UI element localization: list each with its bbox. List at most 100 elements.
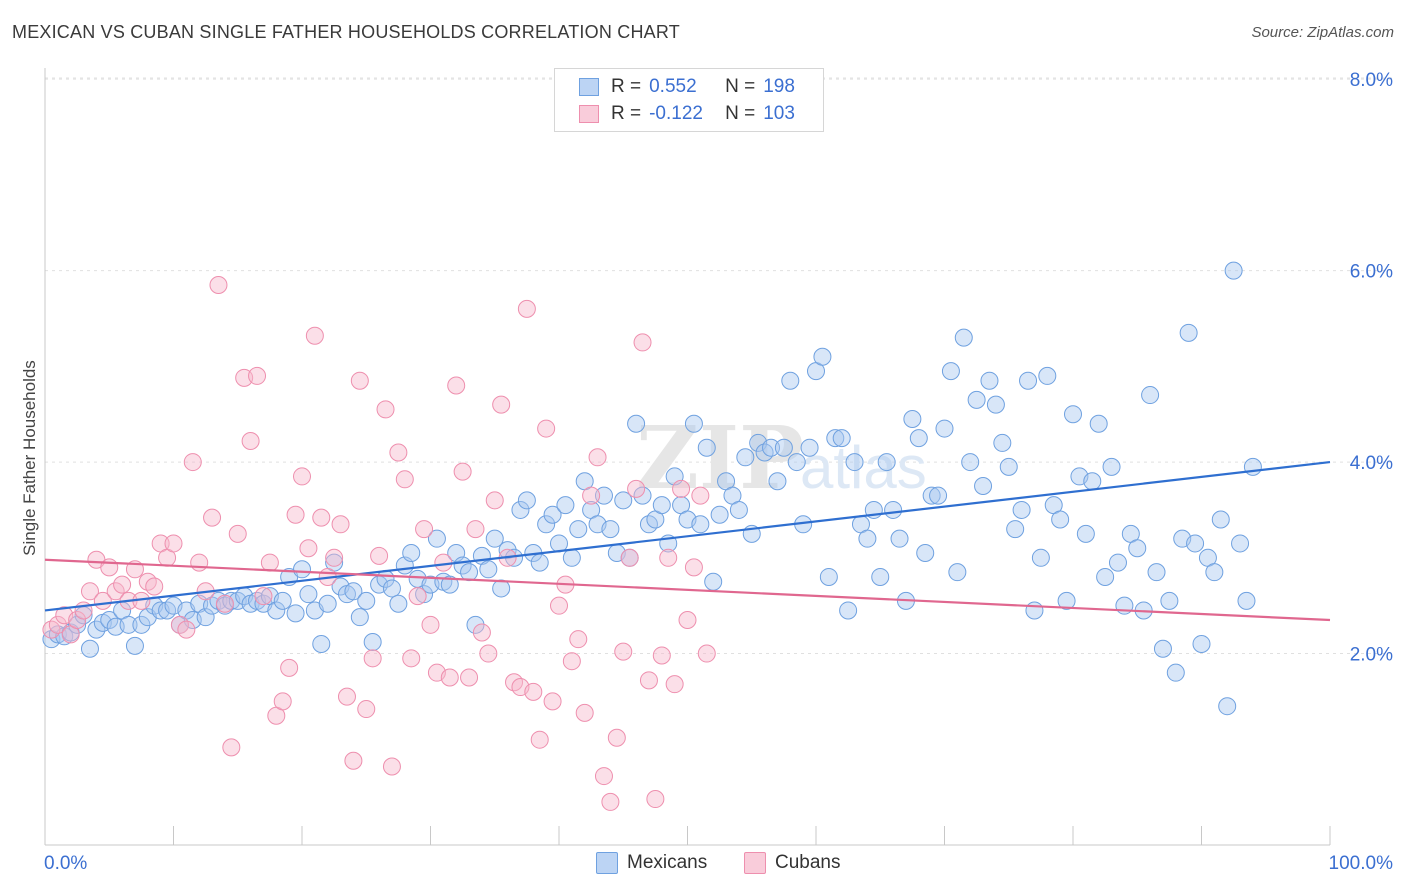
mexicans-point: [627, 414, 646, 433]
mexicans-point: [1224, 261, 1243, 280]
cubans-point: [607, 728, 626, 747]
r-value: 0.552: [649, 76, 697, 97]
mexicans-point: [1160, 591, 1179, 610]
mexicans-point: [941, 362, 960, 381]
cubans-point: [691, 486, 710, 505]
mexicans-trend-line: [44, 460, 1331, 612]
mexicans-point: [286, 604, 305, 623]
mexicans-point: [1205, 563, 1224, 582]
mexicans-point: [1231, 534, 1250, 553]
mexicans-point: [1211, 510, 1230, 529]
mexicans-point: [1025, 601, 1044, 620]
mexicans-point: [710, 505, 729, 524]
mexicans-point: [980, 371, 999, 390]
mexicans-point: [1064, 405, 1082, 424]
mexicans-point: [344, 582, 363, 601]
mexicans-point: [961, 453, 980, 472]
cubans-point: [402, 649, 421, 668]
mexicans-point: [684, 414, 703, 433]
r-label: R =: [611, 76, 642, 97]
mexicans-point: [1031, 548, 1050, 567]
cubans-point: [293, 467, 311, 486]
mexicans-point: [1083, 472, 1102, 491]
mexicans-point: [402, 544, 421, 563]
mexicans-point: [691, 515, 710, 534]
mexicans-point: [485, 529, 504, 548]
cubans-point: [466, 520, 485, 539]
mexicans-point: [986, 395, 1005, 414]
mexicans-point: [903, 409, 922, 428]
cubans-point: [68, 611, 87, 630]
mexicans-point: [1089, 414, 1108, 433]
watermark-atlas: atlas: [800, 434, 927, 501]
mexicans-point: [909, 429, 928, 448]
series-legend: Mexicans Cubans: [0, 850, 1406, 878]
mexicans-point: [1012, 500, 1031, 519]
cubans-point: [203, 508, 222, 527]
mexicans-point: [1102, 457, 1121, 476]
cubans-point: [582, 486, 601, 505]
mexicans-point: [1192, 634, 1211, 653]
mexicans-point: [736, 448, 755, 467]
cubans-point: [337, 687, 356, 706]
cubans-point: [440, 668, 459, 687]
mexicans-point: [1218, 697, 1237, 716]
cubans-point: [312, 508, 331, 527]
mexicans-point: [967, 390, 986, 409]
cubans-point: [665, 675, 684, 694]
mexicans-point: [877, 453, 896, 472]
cubans-point: [627, 479, 646, 498]
mexicans-point: [704, 572, 723, 591]
cubans-trend-line: [44, 558, 1331, 622]
cubans-point: [697, 644, 716, 663]
mexicans-point: [299, 585, 318, 604]
y-tick-label: 6.0%: [1350, 262, 1393, 283]
mexicans-point: [800, 438, 819, 457]
mexicans-point: [562, 548, 581, 567]
cubans-point: [363, 649, 382, 668]
mexicans-point: [884, 500, 903, 519]
mexicans-point: [389, 594, 408, 613]
mexicans-point: [350, 608, 369, 627]
correlation-legend: R = 0.552 N = 198 R = -0.122 N = 103: [554, 68, 824, 132]
mexicans-point: [845, 453, 864, 472]
mexicans-point: [382, 579, 401, 598]
cubans-point: [614, 642, 633, 661]
n-label: N =: [725, 76, 756, 97]
cubans-point: [370, 546, 389, 565]
cubans-point: [562, 652, 581, 671]
mexicans-point: [1057, 591, 1076, 610]
y-axis-label: Single Father Households: [20, 360, 39, 556]
cubans-point: [639, 671, 658, 690]
cubans-point: [479, 644, 498, 663]
mexicans-point: [87, 620, 106, 639]
mexicans-point: [537, 515, 556, 534]
mexicans-point: [1186, 534, 1205, 553]
cubans-point: [350, 371, 369, 390]
cubans-point: [652, 646, 671, 665]
mexicans-point: [427, 529, 446, 548]
cubans-point: [415, 520, 434, 539]
cubans-point: [389, 443, 408, 462]
cubans-point: [325, 548, 344, 567]
mexicans-point: [293, 560, 311, 579]
cubans-point: [248, 366, 267, 385]
cubans-point: [684, 558, 703, 577]
cubans-point: [594, 767, 613, 786]
cubans-point: [222, 738, 241, 757]
mexicans-point: [132, 615, 151, 634]
mexicans-point: [948, 563, 967, 582]
cubans-point: [447, 376, 466, 395]
mexicans-point: [601, 520, 620, 539]
mexicans-point: [492, 579, 511, 598]
cubans-point: [550, 596, 568, 615]
mexicans-point: [1076, 524, 1095, 543]
mexicans-point: [440, 575, 459, 594]
cubans-point: [177, 620, 196, 639]
cubans-point: [280, 658, 299, 677]
mexicans-point: [466, 615, 485, 634]
mexicans-point: [781, 371, 800, 390]
mexicans-point: [826, 429, 845, 448]
cubans-point: [376, 400, 395, 419]
mexicans-point: [922, 486, 941, 505]
